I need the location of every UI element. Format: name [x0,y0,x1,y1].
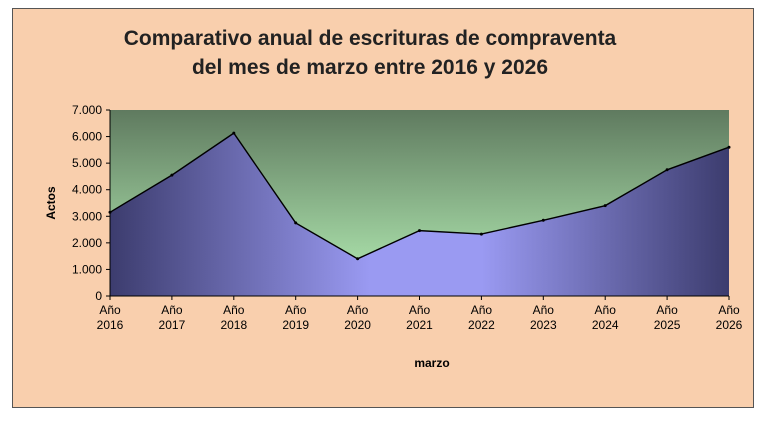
x-tick-label-prefix: Año [718,303,740,317]
y-tick-label: 0 [95,289,102,303]
x-tick-label-year: 2025 [654,318,681,332]
y-tick-label: 5.000 [72,156,102,170]
data-point-2021 [418,229,421,233]
x-axis-label: marzo [414,356,449,370]
x-tick-label-prefix: Año [533,303,555,317]
chart-title-line-2: del mes de marzo entre 2016 y 2026 [191,56,549,79]
series-area [110,133,729,296]
x-tick-label-year: 2022 [468,318,495,332]
x-tick-label-year: 2021 [406,318,433,332]
x-axis: Año2016Año2017Año2018Año2019Año2020Año20… [97,295,743,332]
x-tick-label-prefix: Año [595,303,617,317]
data-point-2017 [170,173,174,177]
x-tick-label-prefix: Año [409,303,431,317]
y-tick-label: 3.000 [72,209,102,223]
x-tick-label-prefix: Año [285,303,307,317]
data-point-2023 [541,218,545,222]
y-tick-label: 1.000 [72,262,102,276]
x-tick-label-prefix: Año [656,303,678,317]
x-tick-label-prefix: Año [347,303,369,317]
x-tick-label-prefix: Año [471,303,493,317]
x-tick-label-year: 2016 [97,318,124,332]
data-point-2026 [727,145,731,149]
x-tick-label-year: 2024 [592,318,619,332]
y-tick-label: 6.000 [72,130,102,144]
data-point-2019 [294,221,298,225]
data-points [108,131,731,261]
x-tick-label-year: 2018 [220,318,247,332]
x-tick-label-prefix: Año [223,303,245,317]
x-tick-label-year: 2026 [716,318,743,332]
y-tick-label: 2.000 [72,236,102,250]
y-axis: 0 1.000 2.000 3.000 4.000 5.000 6.000 7.000 [72,103,111,303]
data-point-2016 [108,210,112,214]
data-point-2018 [232,131,236,135]
x-tick-label-year: 2020 [344,318,371,332]
x-tick-label-prefix: Año [161,303,183,317]
x-tick-label-year: 2023 [530,318,557,332]
y-tick-label: 7.000 [72,103,102,117]
x-tick-label-prefix: Año [99,303,121,317]
y-axis-label: Actos [44,186,58,220]
data-point-2022 [479,232,483,236]
y-tick-label: 4.000 [72,183,102,197]
data-point-2020 [356,257,360,261]
chart-title: Comparativo anual de escrituras de compr… [60,24,680,82]
chart-title-line-1: Comparativo anual de escrituras de compr… [123,27,617,50]
x-tick-label-year: 2017 [159,318,186,332]
data-point-2025 [665,168,669,172]
data-point-2024 [603,204,607,208]
x-tick-label-year: 2019 [282,318,309,332]
